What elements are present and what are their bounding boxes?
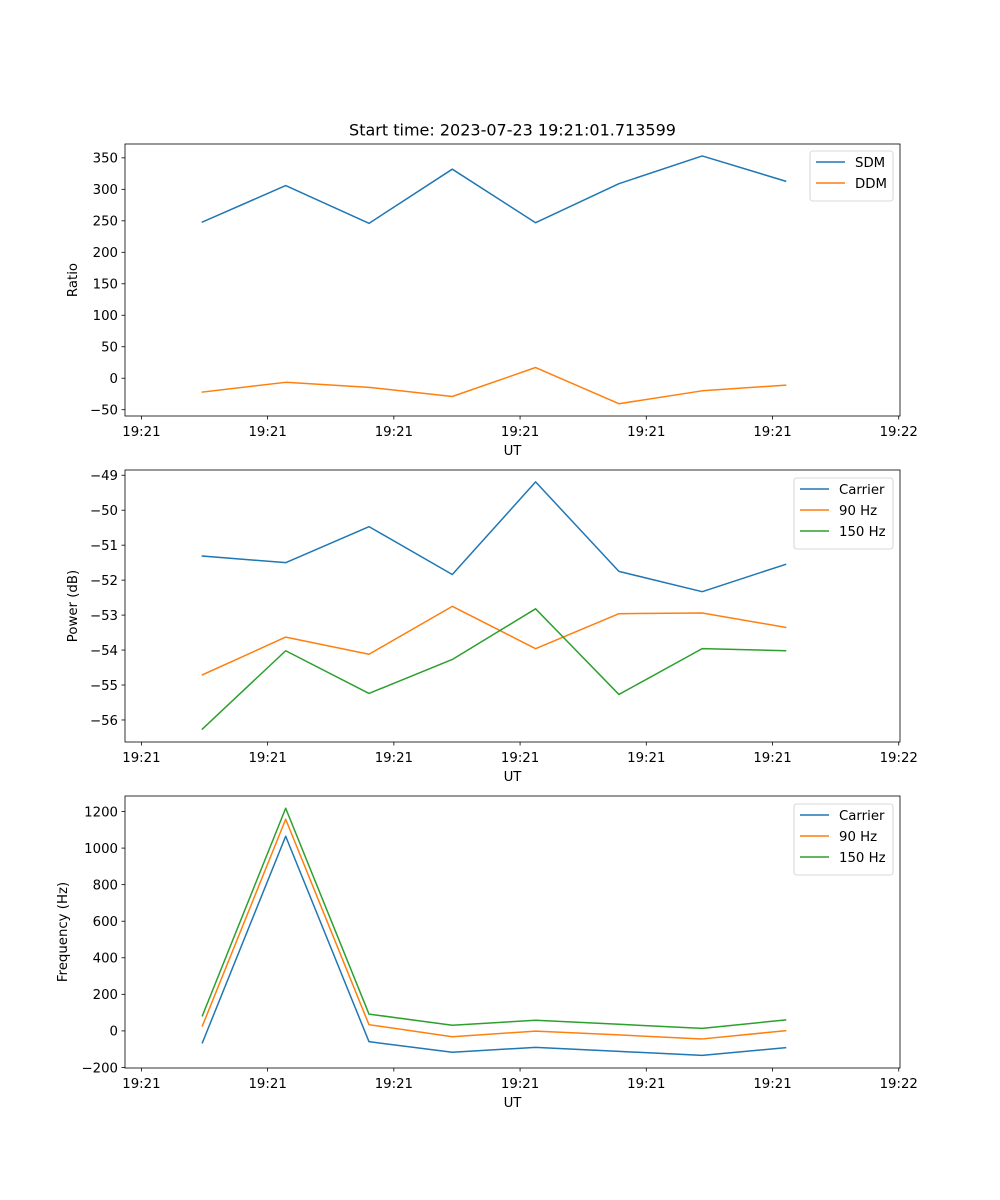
legend-label: Carrier: [839, 483, 885, 498]
y-tick-label: −55: [90, 679, 118, 694]
legend-box: [809, 150, 894, 202]
x-tick-label: 19:21: [248, 425, 286, 440]
legend-label: 150 Hz: [839, 851, 886, 866]
series-line-carrier: [201, 481, 787, 593]
legend-item: SDM: [816, 156, 885, 171]
y-tick-label: −53: [90, 609, 118, 624]
y-tick-label: 250: [93, 215, 118, 230]
figure-title: Start time: 2023-07-23 19:21:01.713599: [349, 121, 676, 140]
legend-label: Carrier: [839, 809, 885, 824]
legend: SDM DDM: [809, 150, 894, 202]
x-tick-label: 19:21: [375, 425, 413, 440]
legend-item: 150 Hz: [800, 851, 886, 866]
x-axis-label: UT: [504, 1096, 523, 1111]
y-tick-label: 200: [93, 246, 118, 261]
x-tick-label: 19:22: [880, 751, 918, 766]
legend-item: 150 Hz: [800, 525, 886, 540]
x-axis-label: UT: [504, 444, 523, 459]
legend-label: 90 Hz: [839, 504, 877, 519]
y-tick-label: −56: [90, 714, 118, 729]
y-tick-label: −54: [90, 644, 118, 659]
subplot-3: 19:21 19:21 19:21 19:21 19:21 19:21 19:22 −200 0…: [56, 795, 918, 1111]
legend-label: 150 Hz: [839, 525, 886, 540]
axes-frame: [124, 469, 901, 743]
legend-label: 90 Hz: [839, 830, 877, 845]
series-line-90-hz: [201, 605, 787, 676]
x-tick-label: 19:21: [122, 751, 160, 766]
x-tick-label: 19:21: [753, 1077, 791, 1092]
legend-item: 90 Hz: [800, 504, 877, 519]
series-line-150-hz: [201, 608, 787, 731]
x-tick-label: 19:22: [880, 425, 918, 440]
y-tick-label: 1200: [84, 805, 118, 820]
x-tick-label: 19:21: [375, 751, 413, 766]
y-tick-label: 150: [93, 278, 118, 293]
legend: Carrier 90 Hz 150 Hz: [793, 477, 894, 550]
x-tick-label: 19:21: [248, 751, 286, 766]
legend: Carrier 90 Hz 150 Hz: [793, 803, 894, 876]
x-tick-label: 19:21: [501, 751, 539, 766]
subplot-1: 19:21 19:21 19:21 19:21 19:21 19:21 19:22 −50 0 5…: [66, 143, 918, 459]
y-tick-label: 100: [93, 309, 118, 324]
y-tick-label: 350: [93, 152, 118, 167]
x-tick-label: 19:21: [122, 1077, 160, 1092]
legend-item: DDM: [816, 177, 887, 192]
y-axis-label: Power (dB): [66, 570, 81, 642]
x-tick-label: 19:21: [627, 751, 665, 766]
x-axis-label: UT: [504, 770, 523, 785]
x-tick-label: 19:21: [753, 425, 791, 440]
y-tick-label: −200: [81, 1061, 118, 1076]
y-tick-label: 50: [101, 341, 118, 356]
y-tick-label: −50: [90, 404, 118, 419]
y-tick-label: −49: [90, 469, 118, 484]
y-tick-label: 200: [93, 988, 118, 1003]
x-tick-label: 19:21: [753, 751, 791, 766]
x-tick-label: 19:21: [501, 425, 539, 440]
x-tick-label: 19:21: [501, 1077, 539, 1092]
series-line-ddm: [201, 366, 787, 405]
series-line-sdm: [201, 155, 787, 225]
subplot-2: 19:21 19:21 19:21 19:21 19:21 19:21 19:22 −56 −5…: [66, 469, 918, 785]
y-tick-label: 800: [93, 878, 118, 893]
y-tick-label: −50: [90, 504, 118, 519]
y-tick-label: 0: [110, 372, 118, 387]
y-tick-label: 0: [110, 1025, 118, 1040]
y-axis-label: Frequency (Hz): [56, 882, 71, 982]
x-tick-label: 19:21: [627, 1077, 665, 1092]
y-tick-label: 600: [93, 915, 118, 930]
legend-label: SDM: [855, 156, 885, 171]
legend-item: 90 Hz: [800, 830, 877, 845]
axes-frame: [124, 795, 901, 1069]
y-tick-label: 400: [93, 952, 118, 967]
series-line-90-hz: [201, 818, 787, 1040]
series-line-carrier: [201, 835, 787, 1057]
legend-item: Carrier: [800, 483, 885, 498]
y-axis-label: Ratio: [66, 263, 81, 297]
x-tick-label: 19:21: [627, 425, 665, 440]
y-tick-label: 1000: [84, 842, 118, 857]
legend-item: Carrier: [800, 809, 885, 824]
x-tick-label: 19:21: [122, 425, 160, 440]
y-tick-label: 300: [93, 183, 118, 198]
x-tick-label: 19:21: [375, 1077, 413, 1092]
axes-frame: [124, 143, 901, 417]
legend-label: DDM: [855, 177, 887, 192]
y-tick-label: −52: [90, 574, 118, 589]
y-tick-label: −51: [90, 539, 118, 554]
x-tick-label: 19:21: [248, 1077, 286, 1092]
series-line-150-hz: [201, 807, 787, 1030]
x-tick-label: 19:22: [880, 1077, 918, 1092]
